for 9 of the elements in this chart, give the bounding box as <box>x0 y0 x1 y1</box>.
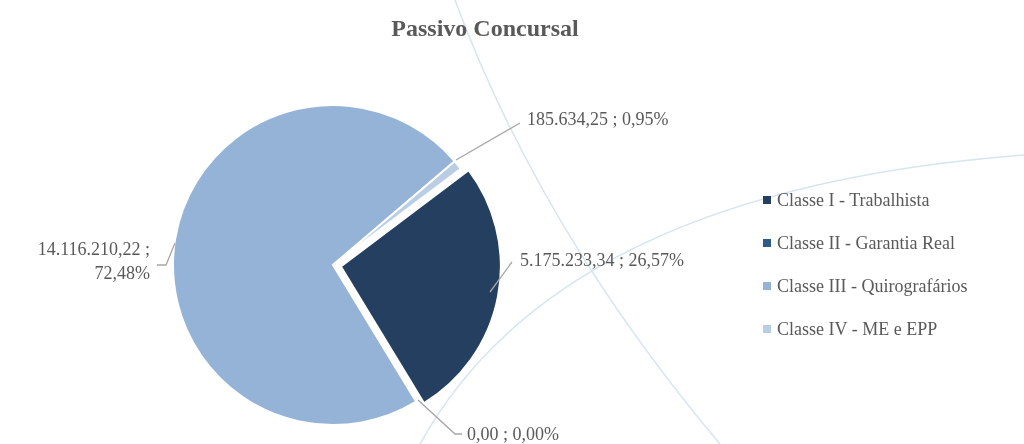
data-label: 5.175.233,34 ; 26,57% <box>520 250 684 270</box>
data-label: 185.634,25 ; 0,95% <box>527 109 669 129</box>
text: 0,00 ; 0,00% <box>467 424 559 444</box>
legend-label: Classe IV - ME e EPP <box>777 319 938 339</box>
data-label: 14.116.210,22 ; 72,48% <box>37 239 150 283</box>
legend-label: Classe II - Garantia Real <box>777 233 955 253</box>
chart-title: Passivo Concursal <box>391 15 579 41</box>
legend-label: Classe III - Quirografários <box>777 276 968 296</box>
legend-label: Classe I - Trabalhista <box>777 190 930 210</box>
